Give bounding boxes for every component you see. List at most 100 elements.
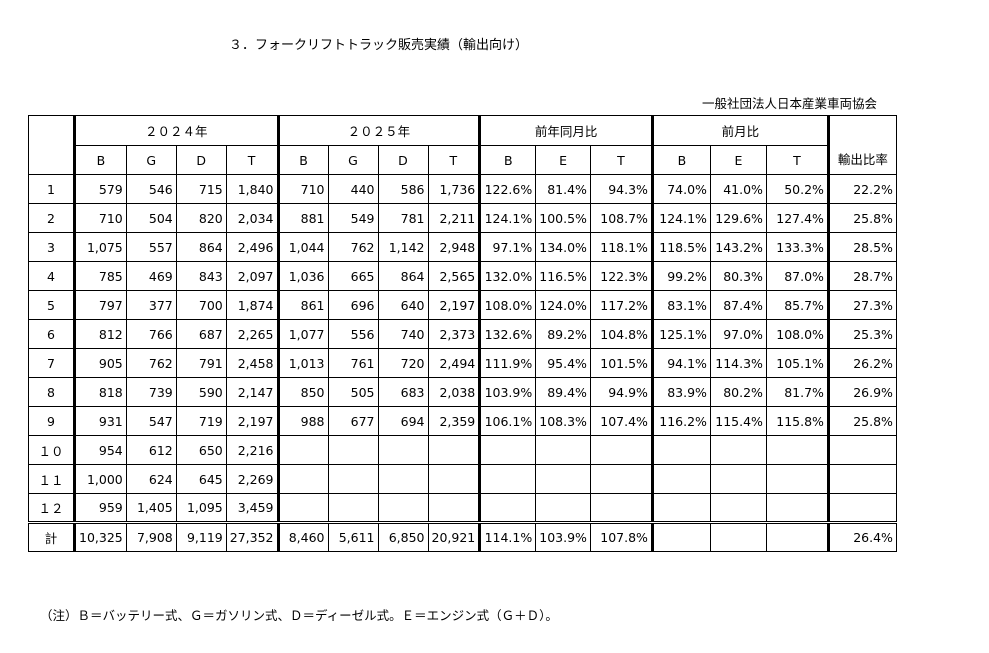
cell-yoy-0: 114.1% [478, 521, 537, 552]
row-label: 7 [28, 348, 75, 378]
cell-y2025-1: 556 [327, 319, 379, 349]
cell-y2024-3: 2,458 [225, 348, 279, 378]
cell-mom-2: 81.7% [765, 377, 829, 407]
table-row: 6 812 766 687 2,265 1,077 556 740 2,373 132.6% 89.… [28, 319, 897, 349]
table-row: 2 710 504 820 2,034 881 549 781 2,211 124.1% 100.5… [28, 203, 897, 233]
table-row: １０ 954 612 650 2,216 [28, 435, 897, 465]
subheader-mom-2: T [765, 145, 829, 175]
cell-y2024-1: 739 [125, 377, 177, 407]
cell-y2025-2 [377, 464, 429, 494]
cell-export-ratio: 25.8% [826, 203, 897, 233]
cell-y2024-0: 959 [73, 493, 127, 523]
cell-y2024-2: 645 [175, 464, 227, 494]
cell-y2024-0: 10,325 [73, 521, 127, 552]
cell-y2024-1: 612 [125, 435, 177, 465]
cell-y2025-3: 1,736 [427, 174, 481, 204]
cell-mom-1 [709, 493, 767, 523]
table-row: 計 10,325 7,908 9,119 27,352 8,460 5,611 6,850 20… [28, 521, 897, 552]
cell-yoy-1 [535, 493, 591, 523]
row-label: 6 [28, 319, 75, 349]
cell-y2024-2: 590 [175, 377, 227, 407]
cell-y2024-0: 931 [73, 406, 127, 436]
cell-y2024-3: 2,197 [225, 406, 279, 436]
cell-yoy-0: 124.1% [478, 203, 537, 233]
cell-y2024-1: 557 [125, 232, 177, 262]
row-label: 2 [28, 203, 75, 233]
cell-y2025-1: 677 [327, 406, 379, 436]
cell-yoy-1 [535, 435, 591, 465]
cell-yoy-0 [478, 435, 537, 465]
cell-y2024-3: 2,034 [225, 203, 279, 233]
cell-mom-0 [650, 464, 711, 494]
cell-y2024-2: 715 [175, 174, 227, 204]
subheader-y2025-0: B [276, 145, 329, 175]
cell-y2025-3: 2,373 [427, 319, 481, 349]
cell-export-ratio: 22.2% [826, 174, 897, 204]
cell-y2024-1: 377 [125, 290, 177, 320]
cell-y2025-1 [327, 435, 379, 465]
footnote: （注）Ｂ＝バッテリー式、Ｇ＝ガソリン式、Ｄ＝ディーゼル式。Ｅ＝エンジン式（Ｇ＋Ｄ… [40, 608, 558, 623]
subheader-mom-0: B [650, 145, 711, 175]
cell-y2024-0: 818 [73, 377, 127, 407]
row-label: 9 [28, 406, 75, 436]
subheader-y2025-1: G [327, 145, 379, 175]
cell-yoy-1: 134.0% [535, 232, 591, 262]
cell-y2024-1: 766 [125, 319, 177, 349]
row-label: １１ [28, 464, 75, 494]
cell-y2025-1: 5,611 [327, 521, 379, 552]
cell-export-ratio: 25.8% [826, 406, 897, 436]
table-row: 8 818 739 590 2,147 850 505 683 2,038 103.9% 89.4%… [28, 377, 897, 407]
cell-mom-2 [765, 521, 829, 552]
row-label: 4 [28, 261, 75, 291]
cell-mom-1: 115.4% [709, 406, 767, 436]
cell-y2024-1: 624 [125, 464, 177, 494]
cell-y2025-2 [377, 435, 429, 465]
cell-y2025-0: 850 [276, 377, 329, 407]
cell-y2025-3 [427, 493, 481, 523]
cell-y2025-2: 720 [377, 348, 429, 378]
table-row: １１ 1,000 624 645 2,269 [28, 464, 897, 494]
cell-y2024-2: 1,095 [175, 493, 227, 523]
cell-yoy-2 [589, 435, 653, 465]
cell-export-ratio: 26.9% [826, 377, 897, 407]
cell-y2025-1: 549 [327, 203, 379, 233]
cell-y2024-3: 2,097 [225, 261, 279, 291]
cell-y2025-2: 586 [377, 174, 429, 204]
cell-yoy-2: 107.8% [589, 521, 653, 552]
cell-y2025-1 [327, 464, 379, 494]
cell-y2025-0: 881 [276, 203, 329, 233]
cell-yoy-2: 117.2% [589, 290, 653, 320]
cell-y2025-0: 1,044 [276, 232, 329, 262]
cell-yoy-2: 94.3% [589, 174, 653, 204]
cell-y2025-0: 1,077 [276, 319, 329, 349]
cell-y2025-3: 2,565 [427, 261, 481, 291]
table-row: 1 579 546 715 1,840 710 440 586 1,736 122.6% 81.4%… [28, 174, 897, 204]
cell-export-ratio: 28.5% [826, 232, 897, 262]
cell-y2024-0: 710 [73, 203, 127, 233]
subheader-y2024-2: D [175, 145, 227, 175]
cell-mom-1 [709, 521, 767, 552]
subheader-y2024-1: G [125, 145, 177, 175]
cell-y2025-2: 740 [377, 319, 429, 349]
cell-y2024-2: 700 [175, 290, 227, 320]
cell-y2025-3 [427, 464, 481, 494]
cell-mom-1 [709, 464, 767, 494]
cell-yoy-2: 122.3% [589, 261, 653, 291]
cell-y2024-1: 1,405 [125, 493, 177, 523]
cell-y2024-0: 1,000 [73, 464, 127, 494]
cell-mom-2 [765, 493, 829, 523]
cell-y2025-2: 683 [377, 377, 429, 407]
cell-yoy-2: 118.1% [589, 232, 653, 262]
cell-mom-0: 116.2% [650, 406, 711, 436]
cell-export-ratio: 26.4% [826, 521, 897, 552]
cell-y2024-2: 9,119 [175, 521, 227, 552]
cell-yoy-0: 106.1% [478, 406, 537, 436]
cell-y2025-2: 1,142 [377, 232, 429, 262]
row-label: 3 [28, 232, 75, 262]
table-row: 7 905 762 791 2,458 1,013 761 720 2,494 111.9% 95.… [28, 348, 897, 378]
subheader-y2024-0: B [73, 145, 127, 175]
cell-y2024-1: 547 [125, 406, 177, 436]
cell-yoy-1: 103.9% [535, 521, 591, 552]
cell-y2024-2: 843 [175, 261, 227, 291]
